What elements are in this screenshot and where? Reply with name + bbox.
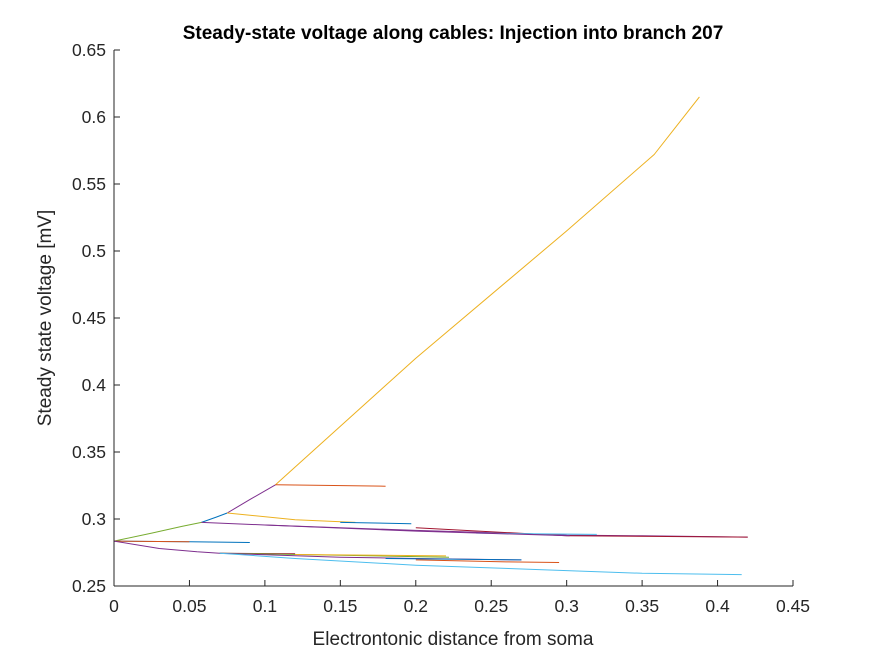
y-tick-label: 0.35 xyxy=(72,442,106,462)
chart-title: Steady-state voltage along cables: Injec… xyxy=(183,23,724,44)
x-tick-label: 0 xyxy=(109,596,119,616)
x-tick-label: 0.2 xyxy=(404,596,428,616)
y-tick-label: 0.65 xyxy=(72,40,106,60)
plot-area: 0 0.05 0.1 0.15 0.2 0.25 0.3 0.35 0.4 0.45 0.250.… xyxy=(72,40,810,616)
series-line-2 xyxy=(201,512,228,523)
y-axis: 0.25 0.3 0.35 0.4 0.45 0.5 0.55 0.6 0.65 xyxy=(72,40,120,596)
x-axis: 0 0.05 0.1 0.15 0.2 0.25 0.3 0.35 0.4 0.45 xyxy=(109,580,810,616)
series-line-20 xyxy=(415,559,560,563)
x-tick-label: 0.1 xyxy=(253,596,277,616)
y-tick-label: 0.4 xyxy=(82,375,107,395)
y-tick-label: 0.5 xyxy=(82,241,106,261)
y-tick-label: 0.6 xyxy=(82,107,106,127)
x-tick-label: 0.15 xyxy=(323,596,357,616)
y-axis-label: Steady state voltage [mV] xyxy=(35,210,56,427)
x-tick-label: 0.35 xyxy=(625,596,659,616)
x-tick-label: 0.25 xyxy=(474,596,508,616)
series-line-11 xyxy=(264,524,570,537)
series-line-7 xyxy=(340,521,412,525)
series-line-21 xyxy=(219,552,742,576)
series-line-1 xyxy=(113,521,202,542)
series-line-14 xyxy=(113,540,220,554)
series-line-5 xyxy=(275,484,386,487)
y-tick-label: 0.3 xyxy=(82,509,106,529)
y-tick-label: 0.55 xyxy=(72,174,106,194)
x-tick-label: 0.4 xyxy=(705,596,730,616)
x-tick-label: 0.45 xyxy=(776,596,810,616)
series-line-4 xyxy=(275,96,700,486)
y-tick-label: 0.25 xyxy=(72,576,106,596)
x-tick-label: 0.3 xyxy=(555,596,579,616)
series-line-19 xyxy=(385,558,522,561)
axes-background xyxy=(114,50,793,586)
series-layer xyxy=(113,96,748,576)
x-tick-label: 0.05 xyxy=(172,596,206,616)
series-line-17 xyxy=(295,554,447,557)
series-line-3 xyxy=(226,484,276,514)
y-tick-label: 0.45 xyxy=(72,308,106,328)
series-line-13 xyxy=(113,540,190,543)
x-axis-label: Electrontonic distance from soma xyxy=(313,629,594,650)
series-line-6 xyxy=(227,512,356,523)
